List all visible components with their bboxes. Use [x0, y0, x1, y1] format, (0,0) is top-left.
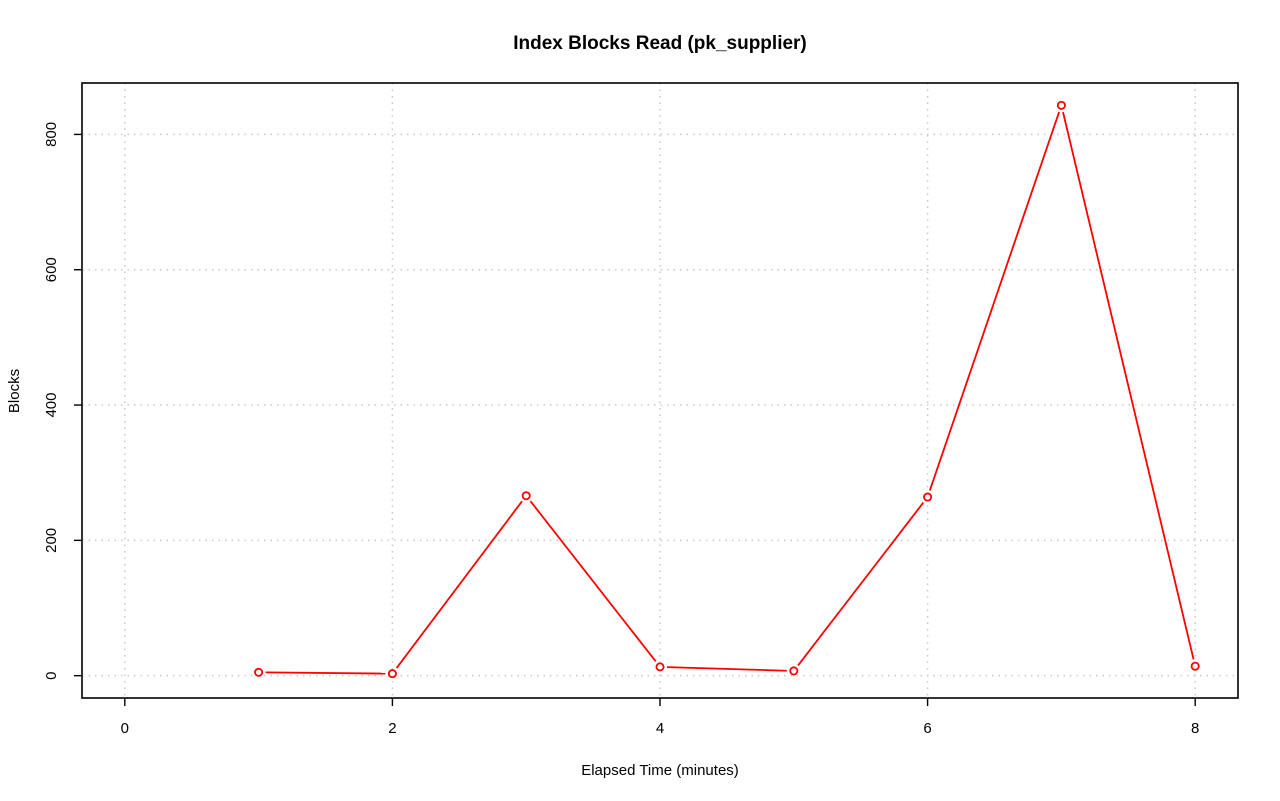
data-point	[655, 662, 665, 672]
grid-layer	[82, 83, 1238, 698]
axes-layer: 0 2 4 6 8 0 200 400 600 800	[43, 122, 1199, 737]
x-axis-label: Elapsed Time (minutes)	[581, 762, 739, 779]
series-line-segment	[395, 500, 523, 669]
y-tick-label: 600	[43, 257, 60, 282]
data-point	[254, 667, 264, 677]
chart-title: Index Blocks Read (pk_supplier)	[513, 33, 807, 54]
x-tick-label: 8	[1191, 720, 1199, 737]
data-point	[1190, 661, 1200, 671]
y-tick-label: 0	[43, 672, 60, 680]
series-line-segment	[265, 671, 386, 675]
y-tick-label: 400	[43, 393, 60, 418]
series-line-segment	[797, 502, 925, 666]
y-tick-label: 800	[43, 122, 60, 147]
x-tick-label: 6	[923, 720, 931, 737]
data-point	[521, 491, 531, 501]
series-line-segment	[529, 500, 657, 662]
y-tick-label: 200	[43, 528, 60, 553]
data-point	[1056, 100, 1066, 110]
x-tick-label: 0	[121, 720, 129, 737]
series-line-segment	[666, 666, 787, 672]
y-axis-label: Blocks	[6, 369, 23, 413]
x-tick-label: 2	[388, 720, 396, 737]
data-point	[789, 666, 799, 676]
series-line-segment	[929, 111, 1060, 491]
series-layer	[254, 100, 1200, 679]
data-point	[923, 492, 933, 502]
series-line-segment	[1062, 111, 1195, 660]
data-point	[387, 669, 397, 679]
x-tick-label: 4	[656, 720, 664, 737]
